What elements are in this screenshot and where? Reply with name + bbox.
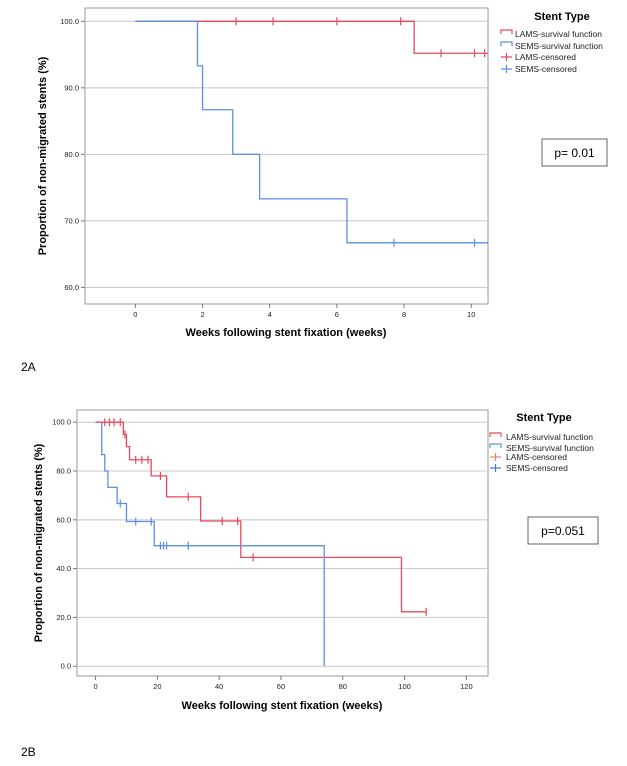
panel-label-2b: 2B (21, 745, 36, 759)
plot-area (84, 7, 489, 305)
panel-label-2a: 2A (21, 360, 36, 374)
y-tick-label: 80.0 (64, 150, 79, 159)
y-tick-label: 100.0 (52, 418, 71, 427)
y-tick-label: 90.0 (64, 83, 79, 92)
y-tick-label: 70.0 (64, 216, 79, 225)
legend-item-lams-censored: LAMS-censored (515, 52, 576, 62)
legend-swatch-sems-censored (501, 65, 512, 73)
legend-item-sems-censored: SEMS-censored (506, 463, 568, 473)
chart-panel-2b: 0.0 20.0 40.0 60.0 80.0 100.0 0 20 40 60 80 100 120… (21, 409, 599, 759)
x-tick-label: 60 (277, 682, 285, 691)
y-axis-label: Proportion of non-migrated stents (%) (37, 56, 49, 255)
x-tick-label: 0 (93, 682, 97, 691)
legend: Stent Type LAMS-survival function SEMS-s… (489, 412, 594, 473)
y-tick-label: 20.0 (56, 613, 71, 622)
p-value-text: p=0.051 (541, 524, 585, 538)
y-tick-label: 40.0 (56, 564, 71, 573)
legend-item-lams-censored: LAMS-censored (506, 452, 567, 462)
chart-panel-2a: 60.0 70.0 80.0 90.0 100.0 0 2 4 6 8 10 Weeks foll… (21, 7, 608, 374)
legend-swatch-lams-survival (500, 29, 513, 34)
y-tick-label: 0.0 (61, 662, 71, 671)
p-value-text: p= 0.01 (554, 146, 595, 160)
y-tick-label: 60.0 (64, 283, 79, 292)
y-axis-ticks: 60.0 70.0 80.0 90.0 100.0 (60, 17, 85, 292)
x-tick-label: 80 (339, 682, 347, 691)
y-axis-label: Proportion of non-migrated stents (%) (33, 443, 45, 642)
y-axis-ticks: 0.0 20.0 40.0 60.0 80.0 100.0 (52, 418, 77, 671)
plot-area (76, 409, 489, 677)
legend-swatch-sems-survival (489, 443, 502, 448)
x-tick-label: 0 (133, 310, 137, 319)
legend: Stent Type LAMS-survival function SEMS-s… (500, 11, 603, 74)
legend-title: Stent Type (534, 11, 589, 23)
legend-title: Stent Type (516, 412, 571, 424)
legend-item-lams-survival: LAMS-survival function (506, 432, 593, 442)
x-axis-ticks: 0 20 40 60 80 100 120 (93, 676, 473, 691)
x-axis-label: Weeks following stent fixation (weeks) (186, 327, 387, 339)
x-tick-label: 40 (215, 682, 223, 691)
gridlines (77, 421, 488, 667)
x-tick-label: 10 (467, 310, 475, 319)
lams-survival-line (95, 421, 427, 613)
legend-swatch-sems-censored (490, 464, 501, 472)
series-layer (95, 418, 427, 667)
x-tick-label: 8 (402, 310, 406, 319)
y-tick-label: 60.0 (56, 515, 71, 524)
x-axis-ticks: 0 2 4 6 8 10 (133, 304, 475, 319)
legend-swatch-lams-censored (490, 453, 501, 461)
legend-item-lams-survival: LAMS-survival function (515, 29, 602, 39)
x-tick-label: 6 (335, 310, 339, 319)
x-tick-label: 120 (460, 682, 473, 691)
sems-survival-line (135, 20, 488, 244)
x-axis-label: Weeks following stent fixation (weeks) (182, 700, 383, 712)
x-tick-label: 4 (268, 310, 272, 319)
sems-survival-line (101, 422, 325, 667)
legend-item-sems-survival: SEMS-survival function (515, 41, 603, 51)
legend-item-sems-censored: SEMS-censored (515, 64, 577, 74)
y-tick-label: 100.0 (60, 17, 79, 26)
legend-item-sems-survival: SEMS-survival function (506, 443, 594, 453)
lams-survival-line (135, 20, 488, 54)
legend-swatch-lams-survival (489, 432, 502, 437)
p-value-box: p= 0.01 (541, 138, 608, 167)
x-tick-label: 20 (153, 682, 161, 691)
x-tick-label: 100 (398, 682, 411, 691)
legend-swatch-lams-censored (501, 53, 512, 61)
y-tick-label: 80.0 (56, 467, 71, 476)
series-layer (135, 17, 488, 247)
p-value-box: p=0.051 (527, 516, 599, 545)
x-tick-label: 2 (200, 310, 204, 319)
legend-swatch-sems-survival (500, 41, 513, 46)
